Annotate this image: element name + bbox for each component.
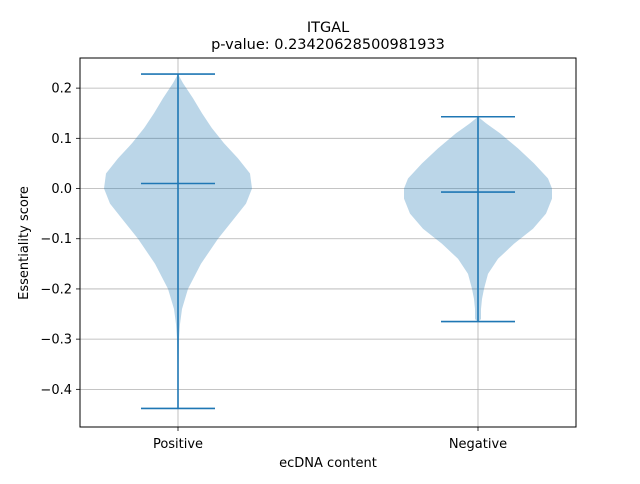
- plot-frame: [79, 57, 577, 428]
- chart-subtitle: p-value: 0.23420628500981933: [211, 37, 445, 53]
- chart-title: ITGAL: [307, 20, 349, 36]
- y-tick-label: −0.4: [40, 383, 72, 398]
- x-tick-label: Negative: [449, 437, 507, 452]
- x-axis-label: ecDNA content: [279, 456, 377, 471]
- y-tick-label: −0.1: [40, 232, 72, 247]
- violin-layer: [104, 73, 552, 410]
- x-tick-label: Positive: [153, 437, 203, 452]
- y-tick-label: 0.2: [51, 82, 72, 97]
- y-tick-label: −0.3: [40, 333, 72, 348]
- y-tick-label: −0.2: [40, 282, 72, 297]
- y-tick-label: 0.0: [51, 182, 72, 197]
- y-tick-label: 0.1: [51, 132, 72, 147]
- tick-layer: −0.4 −0.3 −0.2 −0.1 0.0 0.1 0.2 Positive Negativ…: [40, 82, 507, 452]
- y-axis-label: Essentiality score: [17, 186, 32, 300]
